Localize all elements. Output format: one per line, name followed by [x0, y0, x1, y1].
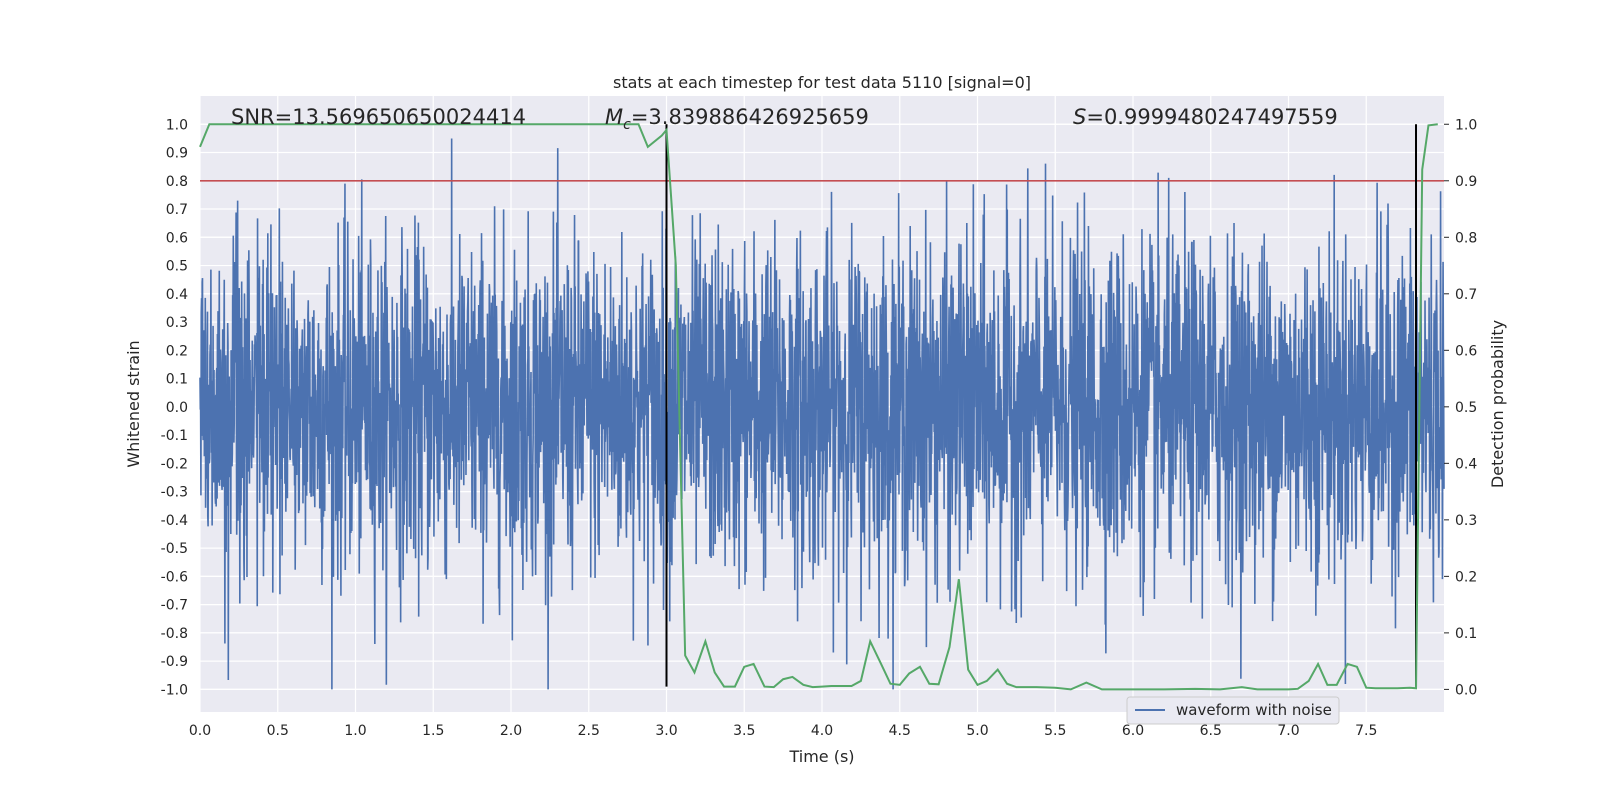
x-tick-label: 5.0: [966, 723, 988, 739]
legend: waveform with noise: [1126, 696, 1340, 725]
y2-tick-label: 0.1: [1455, 626, 1477, 642]
snr-annotation: SNR=13.569650650024414: [231, 105, 526, 129]
y2-tick-label: 0.7: [1455, 287, 1477, 303]
y2-tick-label: 1.0: [1455, 117, 1477, 133]
chart-title: stats at each timestep for test data 511…: [613, 73, 1031, 92]
overlays: [200, 124, 1444, 687]
x-axis-label: Time (s): [788, 747, 854, 766]
y-tick-label: 0.7: [166, 202, 188, 218]
mc-annotation: Mc=3.839886426925659: [605, 105, 869, 133]
s-symbol: S: [1073, 105, 1086, 129]
x-tick-label: 7.5: [1355, 723, 1377, 739]
x-tick-label: 6.0: [1122, 723, 1144, 739]
mc-value: =3.839886426925659: [631, 105, 869, 129]
y-tick-label: -0.1: [161, 428, 188, 444]
y-tick-label: 0.5: [166, 259, 188, 275]
y-tick-label: -0.6: [161, 569, 188, 585]
y2-tick-label: 0.3: [1455, 513, 1477, 529]
y-tick-label: -0.5: [161, 541, 188, 557]
y-axis-label: Whitened strain: [124, 340, 143, 467]
y2-tick-label: 0.2: [1455, 569, 1477, 585]
waveform-line: [199, 138, 1445, 690]
y2-axis-label: Detection probability: [1488, 320, 1507, 488]
x-tick-label: 2.0: [500, 723, 522, 739]
y-tick-label: 0.4: [166, 287, 188, 303]
s-value: =0.9999480247497559: [1086, 105, 1337, 129]
x-tick-label: 4.0: [811, 723, 833, 739]
y2-tick-label: 0.5: [1455, 400, 1477, 416]
y-tick-label: -0.4: [161, 513, 188, 529]
y-tick-label: 0.1: [166, 372, 188, 388]
y-tick-label: 0.3: [166, 315, 188, 331]
mc-symbol: M: [605, 105, 623, 129]
y-tick-label: -0.3: [161, 485, 188, 501]
x-tick-label: 4.5: [889, 723, 911, 739]
y-tick-label: -0.7: [161, 598, 188, 614]
y-tick-label: 1.0: [166, 117, 188, 133]
waveform-series: [199, 138, 1445, 690]
x-tick-label: 3.0: [655, 723, 677, 739]
x-tick-label: 1.0: [344, 723, 366, 739]
y-tick-label: -0.2: [161, 456, 188, 472]
x-tick-label: 7.0: [1277, 723, 1299, 739]
s-annotation: S=0.9999480247497559: [1073, 105, 1338, 129]
detection-probability-line: [199, 123, 1438, 691]
y2-tick-label: 0.9: [1455, 174, 1477, 190]
y2-tick-label: 0.8: [1455, 230, 1477, 246]
legend-label: waveform with noise: [1176, 701, 1332, 719]
y-tick-label: 0.8: [166, 174, 188, 190]
x-tick-label: 5.5: [1044, 723, 1066, 739]
y2-tick-labels: 1.0 0.9 0.8 0.7 0.6 0.5 0.4 0.3 0.2 0.1 0.0: [1444, 117, 1477, 698]
legend-box: [1126, 696, 1340, 725]
y-tick-label: -0.8: [161, 626, 188, 642]
y-tick-label: -0.9: [161, 654, 188, 670]
y-tick-label: -1.0: [161, 682, 188, 698]
y2-tick-label: 0.6: [1455, 343, 1477, 359]
y-tick-label: 0.6: [166, 230, 188, 246]
x-tick-label: 3.5: [733, 723, 755, 739]
y2-tick-label: 0.4: [1455, 456, 1477, 472]
probability-series: [199, 123, 1438, 691]
y2-tick-label: 0.0: [1455, 682, 1477, 698]
y-tick-label: 0.9: [166, 146, 188, 162]
x-tick-labels: 0.0 0.5 1.0 1.5 2.0 2.5 3.0 3.5 4.0 4.5 5.0 5.5 6.0 6…: [189, 723, 1378, 739]
x-tick-label: 0.5: [267, 723, 289, 739]
x-tick-label: 0.0: [189, 723, 211, 739]
y-tick-label: 0.2: [166, 343, 188, 359]
mc-subscript: c: [623, 117, 631, 133]
x-tick-label: 1.5: [422, 723, 444, 739]
y-tick-label: 0.0: [166, 400, 188, 416]
y-tick-labels: 1.0 0.9 0.8 0.7 0.6 0.5 0.4 0.3 0.2 0.1 0.0 -0.1 -0.…: [161, 117, 188, 698]
x-tick-label: 2.5: [578, 723, 600, 739]
x-tick-label: 6.5: [1200, 723, 1222, 739]
